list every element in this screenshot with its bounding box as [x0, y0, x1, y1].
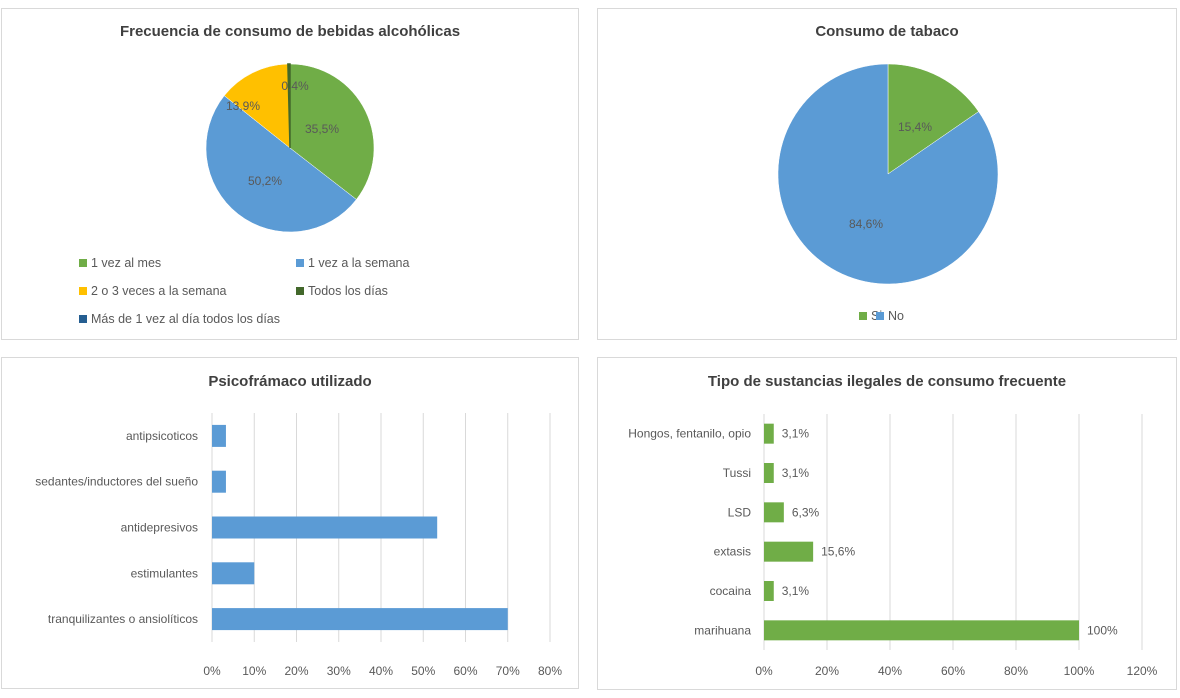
pie-slice	[287, 63, 291, 149]
legend-swatch	[296, 287, 304, 295]
data-label: 50,2%	[248, 174, 282, 188]
data-label: 15,6%	[821, 545, 855, 559]
legend-swatch	[79, 287, 87, 295]
x-tick-label: 0%	[755, 664, 773, 678]
legend-item: No	[876, 309, 904, 323]
legend-label: 1 vez al mes	[91, 256, 162, 270]
pie-slice	[289, 63, 375, 200]
x-tick-label: 80%	[538, 664, 562, 678]
bar-chart-psychotropics: 0% 10% 20% 30% 40% 50% 60% 70% 80% antipsicoticos…	[35, 413, 562, 678]
legend-swatch	[876, 312, 884, 320]
legend-swatch	[859, 312, 867, 320]
legend-item: 1 vez al mes	[79, 256, 161, 270]
legend-item: 1 vez a la semana	[296, 256, 409, 270]
bar	[764, 581, 774, 601]
x-tick-label: 60%	[941, 664, 965, 678]
x-tick-label: 50%	[411, 664, 435, 678]
legend-label: No	[888, 309, 904, 323]
x-tick-label: 40%	[878, 664, 902, 678]
chart-panel-illegal-substances: Tipo de sustancias ilegales de consumo f…	[597, 357, 1177, 690]
chart-title: Frecuencia de consumo de bebidas alcohól…	[119, 23, 461, 40]
x-tick-label: 0%	[203, 664, 221, 678]
category-label: sedantes/inductores del sueño	[35, 475, 198, 489]
pie-chart-tobacco: 15,4% 84,6%	[777, 63, 999, 285]
category-label: Hongos, fentanilo, opio	[628, 427, 751, 441]
category-label: tranquilizantes o ansiolíticos	[48, 612, 198, 626]
legend-item: Más de 1 vez al día todos los días	[79, 312, 280, 326]
data-label: 13,9%	[226, 99, 260, 113]
data-label: 3,1%	[782, 466, 810, 480]
category-label: Tussi	[723, 466, 751, 480]
data-label: 35,5%	[305, 122, 339, 136]
chart-panel-psychotropics: Psicofrámaco utilizado 0% 10% 20% 30% 40% 50%…	[1, 357, 579, 689]
bar	[764, 463, 774, 483]
pie-slice	[887, 63, 979, 175]
data-label: 3,1%	[782, 427, 810, 441]
legend-label: Todos los días	[308, 284, 388, 298]
pie-chart-alcohol: 35,5% 50,2% 13,9% 0,4%	[205, 63, 375, 233]
category-label: cocaina	[710, 584, 752, 598]
bar-chart-illegal-substances: 0% 20% 40% 60% 80% 100% 120% Hongos, fentanilo,…	[628, 414, 1158, 678]
pie-slice	[777, 63, 999, 285]
legend-swatch	[79, 315, 87, 323]
pie-slice	[223, 63, 291, 149]
data-label: 100%	[1087, 623, 1118, 637]
legend-label: 1 vez a la semana	[308, 256, 410, 270]
bar	[212, 470, 226, 493]
bar	[764, 541, 814, 562]
bar	[212, 562, 255, 585]
category-label: extasis	[714, 545, 751, 559]
category-label: antipsicoticos	[126, 429, 198, 443]
x-tick-label: 60%	[453, 664, 477, 678]
legend-item: 2 o 3 veces a la semana	[79, 284, 227, 298]
x-tick-label: 120%	[1127, 664, 1158, 678]
bar	[212, 608, 508, 631]
x-tick-label: 10%	[242, 664, 266, 678]
x-tick-label: 20%	[284, 664, 308, 678]
category-label: marihuana	[694, 623, 751, 637]
chart-title: Tipo de sustancias ilegales de consumo f…	[707, 373, 1067, 390]
x-tick-label: 70%	[496, 664, 520, 678]
x-tick-label: 80%	[1004, 664, 1028, 678]
category-label: antidepresivos	[121, 521, 198, 535]
bar	[212, 516, 438, 539]
chart-panel-tobacco: Consumo de tabaco 15,4%84,6% Si No	[597, 8, 1177, 340]
chart-title: Psicofrámaco utilizado	[208, 373, 372, 390]
legend-label: Más de 1 vez al día todos los días	[91, 312, 280, 326]
chart-panel-alcohol: Frecuencia de consumo de bebidas alcohól…	[1, 8, 579, 340]
bar	[764, 502, 784, 523]
chart-title: Consumo de tabaco	[815, 23, 959, 40]
bar	[764, 620, 1079, 641]
data-label: 3,1%	[782, 584, 810, 598]
legend-label: 2 o 3 veces a la semana	[91, 284, 227, 298]
bar	[764, 423, 774, 444]
data-label: 0,4%	[281, 79, 309, 93]
legend-swatch	[296, 259, 304, 267]
data-label: 6,3%	[792, 505, 820, 519]
data-label: 15,4%	[898, 120, 932, 134]
x-tick-label: 30%	[327, 664, 351, 678]
data-label: 84,6%	[849, 217, 883, 231]
bar	[212, 424, 226, 447]
x-tick-label: 20%	[815, 664, 839, 678]
category-label: LSD	[728, 505, 752, 519]
category-label: estimulantes	[131, 566, 198, 580]
legend-item: Todos los días	[296, 284, 388, 298]
x-tick-label: 100%	[1064, 664, 1095, 678]
legend-swatch	[79, 259, 87, 267]
pie-slice	[205, 95, 357, 233]
x-tick-label: 40%	[369, 664, 393, 678]
